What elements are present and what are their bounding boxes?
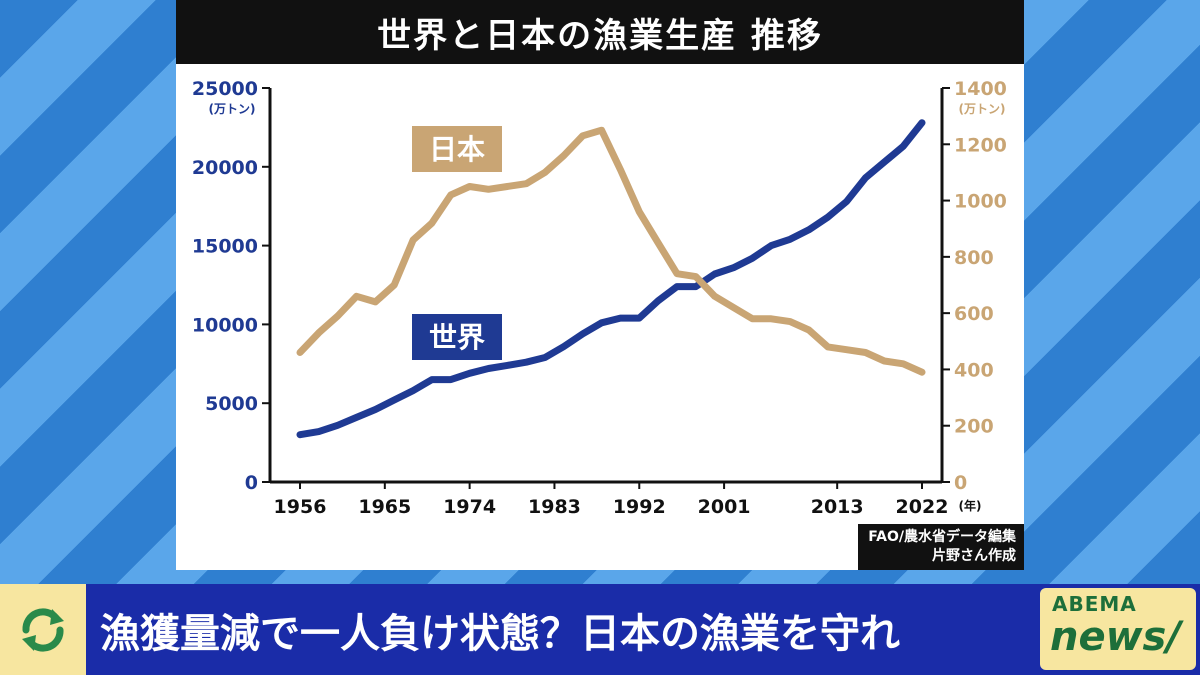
brand-line-2: news/ [1050,614,1181,660]
left-tick-label: 10000 [192,314,258,336]
japan-label-box [412,126,502,172]
x-tick-label: 1965 [358,496,411,518]
chart-panel: 25000 20000 15000 10000 5000 0 (万トン) 1400 1200 10… [176,64,1024,570]
left-tick-label: 20000 [192,157,258,179]
refresh-icon [0,584,86,675]
x-tick-label: 2022 [896,496,949,518]
x-tick-label: 1983 [528,496,581,518]
right-tick-label: 1200 [954,134,1007,156]
x-tick-label: 2013 [811,496,864,518]
series-line-world [296,119,926,439]
left-tick-label: 5000 [205,393,258,415]
right-tick-label: 1000 [954,191,1007,213]
source-line-1: FAO/農水省データ編集 [868,529,1016,545]
left-axis-unit: (万トン) [209,102,256,116]
x-tick-label: 1992 [613,496,666,518]
right-tick-label: 1400 [954,78,1007,100]
right-tick-label: 200 [954,416,994,438]
x-tick-label: 1956 [274,496,327,518]
x-tick-label: 2001 [698,496,751,518]
headline: 漁獲量減で一人負け状態？日本の漁業を守れ [100,611,900,657]
brand-logo: ABEMA news/ [1040,588,1196,670]
world-label-box [412,314,502,360]
caption-bar [0,584,1200,675]
fisheries-line-chart: 2500020000150001000050000(万トン)1400120010… [192,78,1007,518]
right-tick-label: 800 [954,247,994,269]
right-tick-label: 400 [954,359,994,381]
x-tick-label: 1974 [443,496,496,518]
chart-title: 世界と日本の漁業生産 推移 [176,0,1024,64]
japan-series-label: 日本 [429,133,485,166]
brand-line-1: ABEMA [1052,592,1137,616]
left-tick-label: 25000 [192,78,258,100]
left-tick-label: 0 [245,472,258,494]
x-axis-unit: (年) [959,498,982,513]
right-tick-label: 600 [954,303,994,325]
series-line-japan [296,126,926,376]
right-tick-label: 0 [954,472,967,494]
world-series-label: 世界 [429,321,485,354]
left-tick-label: 15000 [192,236,258,258]
right-axis-unit: (万トン) [959,102,1006,116]
source-line-2: 片野さん作成 [932,548,1016,564]
source-note: FAO/農水省データ編集 片野さん作成 [858,524,1024,570]
